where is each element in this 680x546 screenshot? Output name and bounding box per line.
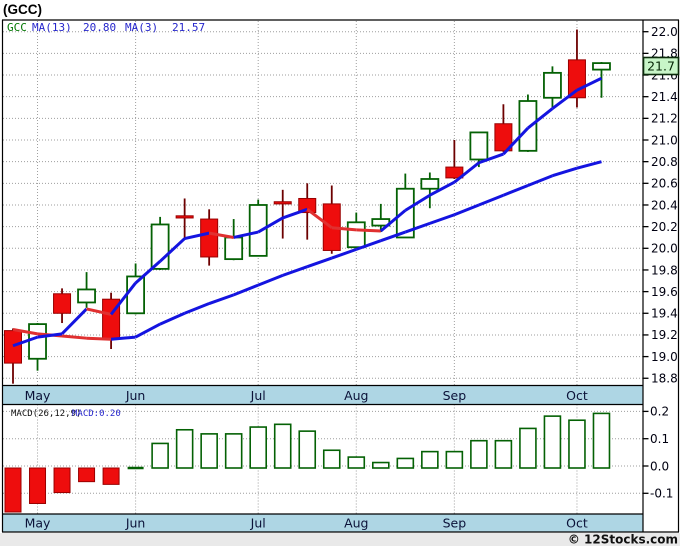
chart-canvas: 22.021.821.621.421.221.020.820.620.420.2… (1, 19, 680, 533)
month-label: Sep (443, 516, 467, 531)
footer-background (0, 533, 680, 546)
legend-symbol: GCC (7, 21, 27, 34)
price-tick-label: 19.2 (651, 328, 678, 342)
legend-ma13-label: MA(13) (32, 21, 72, 34)
month-label: Jul (250, 516, 266, 531)
month-label: May (25, 388, 51, 403)
macd-legend-label: MACD(26,12,9) (11, 409, 81, 419)
month-label: Aug (344, 516, 368, 531)
macd-tick-label: 0.2 (650, 405, 669, 419)
price-tick-label: 20.2 (651, 220, 678, 234)
macd-tick-label: 0.1 (650, 432, 669, 446)
price-tick-label: 18.8 (651, 372, 678, 386)
price-badge-value: 21.7 (647, 59, 675, 74)
price-tick-label: 19.4 (651, 307, 678, 321)
price-tick-label: 19.8 (651, 263, 678, 277)
month-label: Oct (566, 388, 588, 403)
price-tick-label: 22.0 (651, 25, 678, 39)
page-title: (GCC) (3, 2, 42, 17)
macd-tick-label: -0.1 (650, 487, 673, 501)
price-tick-label: 21.4 (651, 90, 678, 104)
macd-tick-label: 0.0 (650, 459, 669, 473)
price-tick-label: 19.0 (651, 350, 678, 364)
month-label: Jul (250, 388, 266, 403)
price-tick-label: 20.8 (651, 155, 678, 169)
macd-legend: MACD(26,12,9) MACD:0.20 (11, 409, 121, 419)
legend-ma3-label: MA(3) (125, 21, 158, 34)
price-tick-label: 20.6 (651, 177, 678, 191)
current-price-badge: 21.7 (642, 56, 680, 76)
price-legend: GCC MA(13) 20.80 MA(3) 21.57 (7, 21, 205, 34)
price-tick-label: 21.0 (651, 133, 678, 147)
month-label: May (25, 516, 51, 531)
price-tick-label: 20.0 (651, 242, 678, 256)
month-label: Jun (125, 516, 146, 531)
legend-ma3-value: 21.57 (172, 21, 205, 34)
price-tick-label: 20.4 (651, 198, 678, 212)
month-label: Aug (344, 388, 368, 403)
month-label: Jun (125, 388, 146, 403)
month-label: Sep (443, 388, 467, 403)
price-tick-label: 19.6 (651, 285, 678, 299)
macd-legend-value: MACD:0.20 (72, 409, 121, 419)
watermark-credit: © 12Stocks.com (568, 533, 678, 546)
legend-ma13-value: 20.80 (83, 21, 116, 34)
month-label: Oct (566, 516, 588, 531)
price-badge-box (642, 56, 680, 76)
price-tick-label: 21.2 (651, 112, 678, 126)
